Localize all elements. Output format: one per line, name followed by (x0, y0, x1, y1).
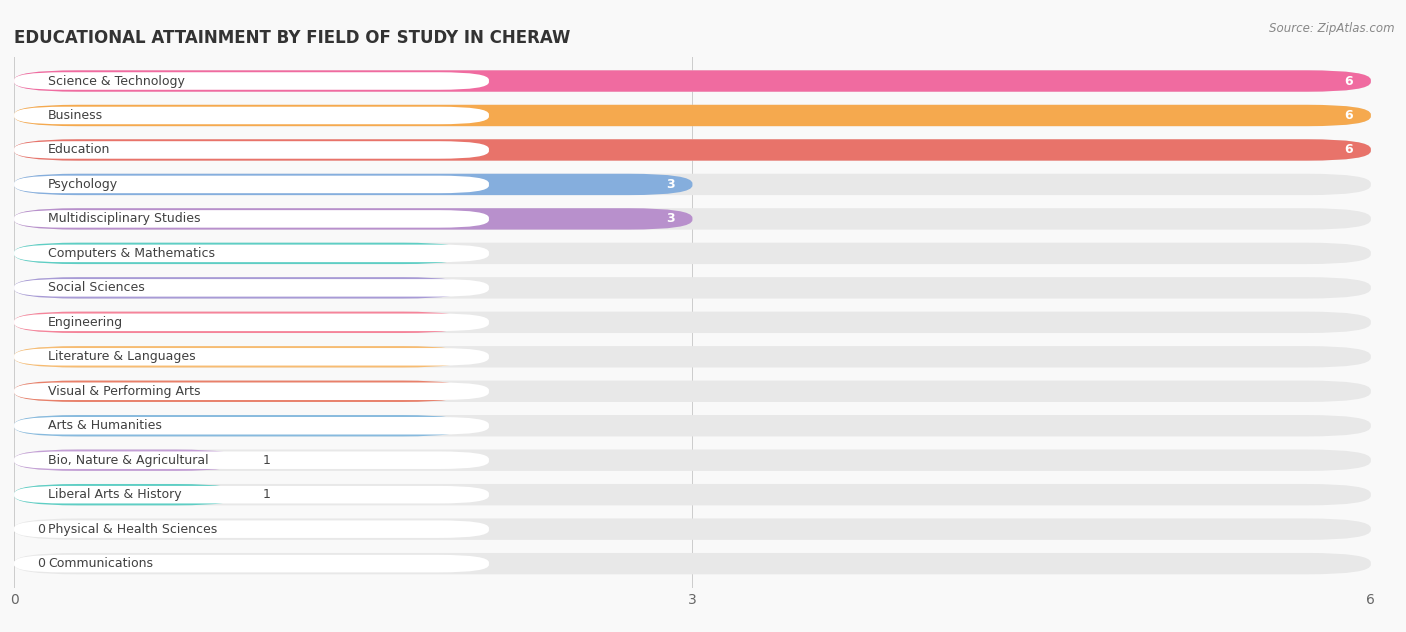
FancyBboxPatch shape (14, 484, 1371, 506)
FancyBboxPatch shape (14, 415, 1371, 437)
Text: 6: 6 (1344, 109, 1353, 122)
FancyBboxPatch shape (14, 520, 489, 538)
FancyBboxPatch shape (14, 382, 489, 400)
Text: 0: 0 (37, 523, 45, 536)
FancyBboxPatch shape (14, 208, 1371, 229)
FancyBboxPatch shape (14, 141, 489, 159)
FancyBboxPatch shape (14, 312, 467, 333)
FancyBboxPatch shape (14, 312, 1371, 333)
Text: Psychology: Psychology (48, 178, 118, 191)
FancyBboxPatch shape (14, 208, 692, 229)
Text: Science & Technology: Science & Technology (48, 75, 184, 87)
Text: 6: 6 (1344, 143, 1353, 157)
Text: Literature & Languages: Literature & Languages (48, 350, 195, 363)
FancyBboxPatch shape (14, 176, 489, 193)
FancyBboxPatch shape (14, 486, 489, 504)
Text: Multidisciplinary Studies: Multidisciplinary Studies (48, 212, 201, 226)
FancyBboxPatch shape (14, 518, 1371, 540)
Text: 2: 2 (440, 419, 449, 432)
FancyBboxPatch shape (14, 553, 1371, 574)
FancyBboxPatch shape (14, 139, 1371, 161)
Text: 3: 3 (665, 212, 675, 226)
FancyBboxPatch shape (14, 243, 1371, 264)
FancyBboxPatch shape (14, 484, 240, 506)
Text: 2: 2 (440, 281, 449, 295)
FancyBboxPatch shape (14, 415, 467, 437)
FancyBboxPatch shape (14, 279, 489, 296)
Text: Business: Business (48, 109, 103, 122)
FancyBboxPatch shape (14, 348, 489, 365)
FancyBboxPatch shape (14, 105, 1371, 126)
FancyBboxPatch shape (14, 380, 1371, 402)
FancyBboxPatch shape (14, 277, 1371, 298)
FancyBboxPatch shape (14, 449, 240, 471)
Text: Engineering: Engineering (48, 316, 124, 329)
Text: Social Sciences: Social Sciences (48, 281, 145, 295)
FancyBboxPatch shape (14, 174, 692, 195)
Text: Physical & Health Sciences: Physical & Health Sciences (48, 523, 218, 536)
FancyBboxPatch shape (14, 243, 467, 264)
Text: Visual & Performing Arts: Visual & Performing Arts (48, 385, 201, 398)
Text: Communications: Communications (48, 557, 153, 570)
FancyBboxPatch shape (14, 277, 467, 298)
Text: 2: 2 (440, 385, 449, 398)
FancyBboxPatch shape (14, 380, 467, 402)
Text: 1: 1 (263, 488, 271, 501)
FancyBboxPatch shape (14, 313, 489, 331)
FancyBboxPatch shape (14, 555, 489, 573)
FancyBboxPatch shape (14, 346, 1371, 367)
Text: Arts & Humanities: Arts & Humanities (48, 419, 162, 432)
FancyBboxPatch shape (14, 107, 489, 125)
Text: 0: 0 (37, 557, 45, 570)
Text: Education: Education (48, 143, 110, 157)
FancyBboxPatch shape (14, 449, 1371, 471)
FancyBboxPatch shape (14, 72, 489, 90)
FancyBboxPatch shape (14, 139, 1371, 161)
Text: EDUCATIONAL ATTAINMENT BY FIELD OF STUDY IN CHERAW: EDUCATIONAL ATTAINMENT BY FIELD OF STUDY… (14, 29, 571, 47)
FancyBboxPatch shape (14, 451, 489, 469)
Text: Source: ZipAtlas.com: Source: ZipAtlas.com (1270, 22, 1395, 35)
FancyBboxPatch shape (14, 174, 1371, 195)
FancyBboxPatch shape (14, 210, 489, 228)
FancyBboxPatch shape (14, 346, 467, 367)
Text: Liberal Arts & History: Liberal Arts & History (48, 488, 181, 501)
Text: Computers & Mathematics: Computers & Mathematics (48, 247, 215, 260)
Text: 6: 6 (1344, 75, 1353, 87)
FancyBboxPatch shape (14, 70, 1371, 92)
Text: 2: 2 (440, 350, 449, 363)
Text: 2: 2 (440, 247, 449, 260)
FancyBboxPatch shape (14, 70, 1371, 92)
Text: Bio, Nature & Agricultural: Bio, Nature & Agricultural (48, 454, 208, 466)
FancyBboxPatch shape (14, 245, 489, 262)
Text: 1: 1 (263, 454, 271, 466)
Text: 2: 2 (440, 316, 449, 329)
FancyBboxPatch shape (14, 417, 489, 435)
FancyBboxPatch shape (14, 105, 1371, 126)
Text: 3: 3 (665, 178, 675, 191)
